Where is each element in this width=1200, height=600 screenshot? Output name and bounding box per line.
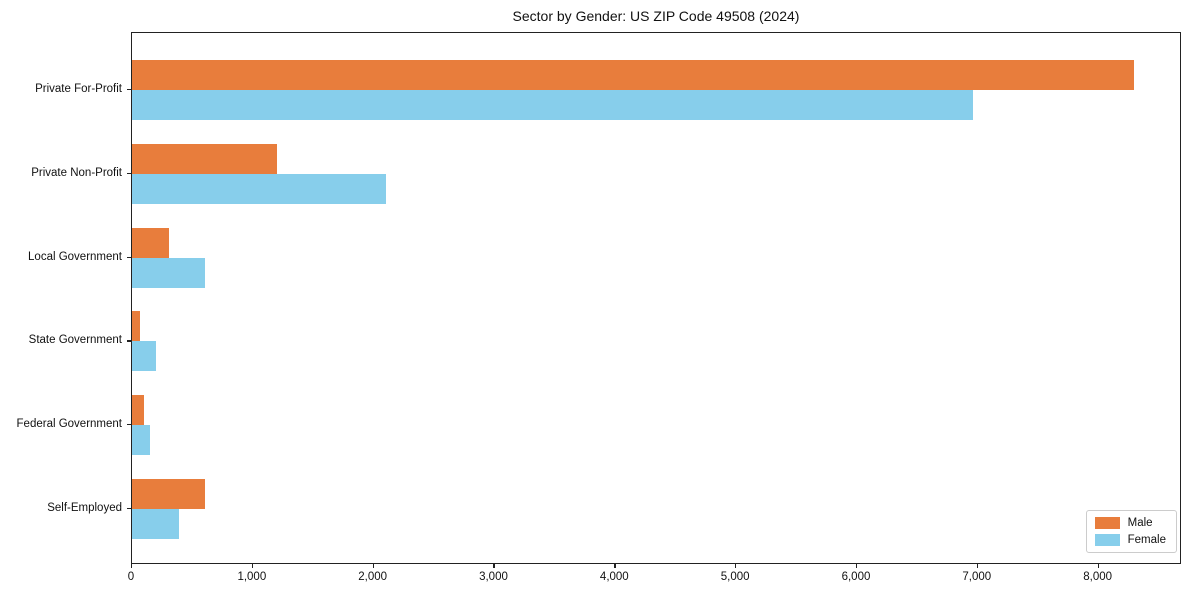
legend-item-female: Female bbox=[1094, 534, 1166, 546]
bar-male-self-employed bbox=[132, 479, 206, 509]
legend-item-male: Male bbox=[1094, 517, 1166, 529]
y-tick-federal-government bbox=[127, 424, 131, 426]
x-tick-2000 bbox=[372, 564, 374, 568]
x-tick-0 bbox=[131, 564, 133, 568]
y-axis-label-state-government: State Government bbox=[28, 334, 122, 347]
legend-swatch-female bbox=[1094, 534, 1120, 546]
y-tick-self-employed bbox=[127, 508, 131, 510]
bar-male-state-government bbox=[132, 311, 140, 342]
x-tick-7000 bbox=[976, 564, 978, 568]
bar-male-private-for-profit bbox=[132, 60, 1134, 90]
x-tick-label-1000: 1,000 bbox=[237, 571, 267, 583]
x-tick-label-8000: 8,000 bbox=[1083, 571, 1113, 583]
x-tick-3000 bbox=[493, 564, 495, 568]
legend-swatch-male bbox=[1094, 517, 1120, 529]
x-tick-label-3000: 3,000 bbox=[479, 571, 508, 583]
legend-label-male: Male bbox=[1127, 517, 1153, 529]
x-tick-8000 bbox=[1097, 564, 1099, 568]
y-tick-private-non-profit bbox=[127, 172, 131, 174]
bar-female-state-government bbox=[132, 341, 157, 372]
y-tick-private-for-profit bbox=[127, 89, 131, 91]
bar-female-self-employed bbox=[132, 509, 179, 539]
bar-female-federal-government bbox=[132, 425, 150, 456]
x-tick-1000 bbox=[251, 564, 254, 568]
bar-male-private-non-profit bbox=[132, 143, 277, 174]
x-tick-label-6000: 6,000 bbox=[841, 571, 871, 583]
y-axis-label-private-for-profit: Private For-Profit bbox=[35, 83, 122, 95]
y-axis-label-self-employed: Self-Employed bbox=[47, 502, 122, 514]
bar-female-local-government bbox=[132, 257, 206, 288]
bar-female-private-non-profit bbox=[132, 173, 386, 204]
x-tick-label-2000: 2,000 bbox=[358, 571, 388, 583]
bar-male-federal-government bbox=[132, 395, 145, 426]
x-tick-label-4000: 4,000 bbox=[599, 571, 629, 583]
x-tick-label-0: 0 bbox=[127, 571, 135, 583]
y-tick-state-government bbox=[127, 340, 131, 342]
y-axis-label-local-government: Local Government bbox=[28, 250, 122, 263]
chart-title: Sector by Gender: US ZIP Code 49508 (202… bbox=[512, 8, 800, 24]
x-tick-label-5000: 5,000 bbox=[720, 571, 750, 583]
x-tick-4000 bbox=[614, 564, 616, 568]
bar-female-private-for-profit bbox=[132, 90, 973, 120]
y-axis-label-private-non-profit: Private Non-Profit bbox=[31, 166, 122, 179]
plot-area: Male Female bbox=[131, 32, 1181, 564]
bar-male-local-government bbox=[132, 227, 170, 258]
legend: Male Female bbox=[1085, 510, 1177, 553]
legend-label-female: Female bbox=[1127, 534, 1166, 546]
x-tick-5000 bbox=[735, 564, 737, 568]
y-tick-local-government bbox=[127, 256, 131, 258]
x-tick-label-7000: 7,000 bbox=[962, 571, 992, 583]
x-tick-6000 bbox=[855, 564, 858, 568]
y-axis-label-federal-government: Federal Government bbox=[16, 418, 122, 431]
